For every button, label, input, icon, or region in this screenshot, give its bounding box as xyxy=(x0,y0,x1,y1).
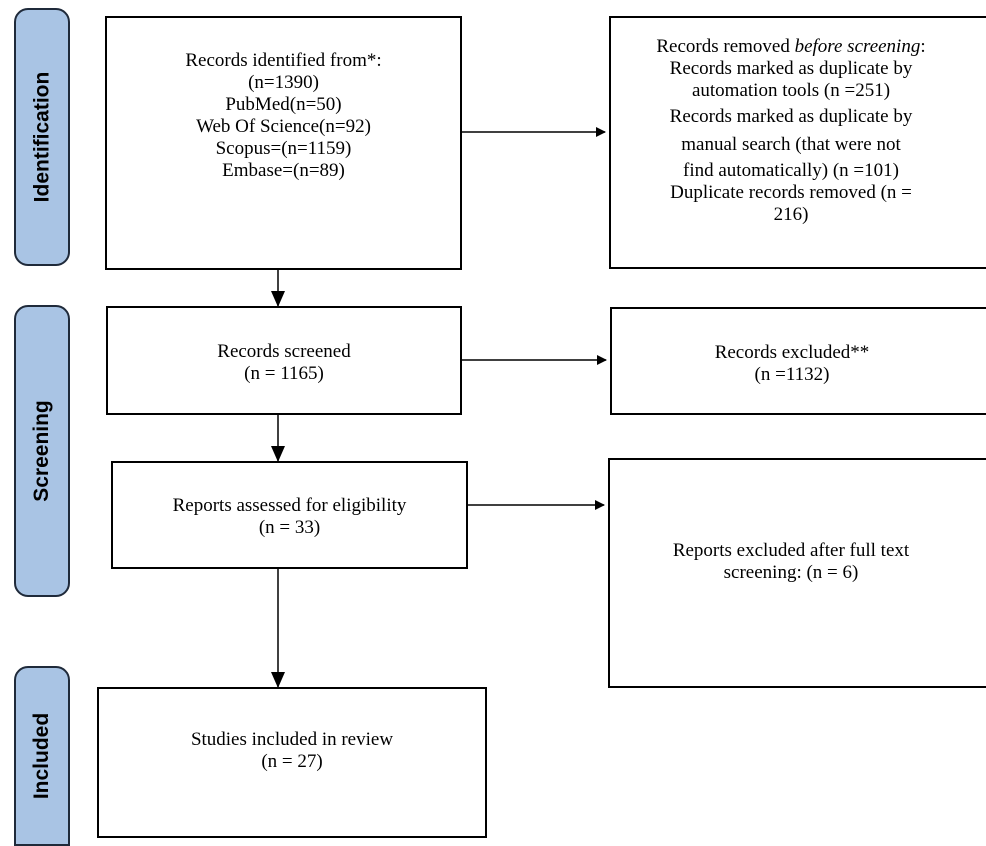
screened-line: (n = 1165) xyxy=(244,363,324,384)
studies-included-box: Studies included in review (n = 27) xyxy=(97,687,487,838)
identified-line: (n=1390) xyxy=(248,72,319,93)
removed-suffix: : xyxy=(920,36,926,57)
records-excluded-box: Records excluded** (n =1132) xyxy=(610,307,986,415)
records-screened-box: Records screened (n = 1165) xyxy=(106,306,462,415)
identified-line: Embase=(n=89) xyxy=(222,160,345,181)
included-line: Studies included in review xyxy=(190,729,394,750)
removed-line: Records marked as duplicate by xyxy=(669,106,913,127)
assessed-line: (n = 33) xyxy=(258,517,321,538)
excluded-fulltext-line: screening: (n = 6) xyxy=(723,562,859,583)
identified-line: Records identified from*: xyxy=(185,50,382,71)
identified-line: Web Of Science(n=92) xyxy=(196,116,371,137)
removed-italic: before screening xyxy=(794,36,921,57)
removed-prefix: Records removed xyxy=(656,36,795,57)
identified-line: Scopus=(n=1159) xyxy=(215,138,352,159)
removed-heading: Records removed before screening: xyxy=(611,36,971,58)
removed-line: Records marked as duplicate by xyxy=(669,58,913,79)
reports-assessed-box: Reports assessed for eligibility (n = 33… xyxy=(111,461,468,569)
phase-screening: Screening xyxy=(14,305,70,597)
removed-line: 216) xyxy=(773,204,809,225)
identified-line: PubMed(n=50) xyxy=(225,94,342,115)
screened-line: Records screened xyxy=(217,341,351,362)
records-removed-box: Records removed before screening: Record… xyxy=(609,16,986,269)
assessed-line: Reports assessed for eligibility xyxy=(172,495,407,516)
records-identified-box: Records identified from*: (n=1390) PubMe… xyxy=(105,16,462,270)
removed-line: manual search (that were not xyxy=(681,134,901,155)
removed-line: Duplicate records removed (n = xyxy=(670,182,912,203)
excluded-line: (n =1132) xyxy=(754,364,830,385)
reports-excluded-box: Reports excluded after full text screeni… xyxy=(608,458,986,688)
excluded-fulltext-line: Reports excluded after full text xyxy=(672,540,910,561)
included-line: (n = 27) xyxy=(261,751,323,772)
removed-line: automation tools (n =251) xyxy=(691,80,891,101)
excluded-line: Records excluded** xyxy=(714,342,870,363)
removed-line: find automatically) (n =101) xyxy=(683,160,899,181)
phase-identification: Identification xyxy=(14,8,70,266)
